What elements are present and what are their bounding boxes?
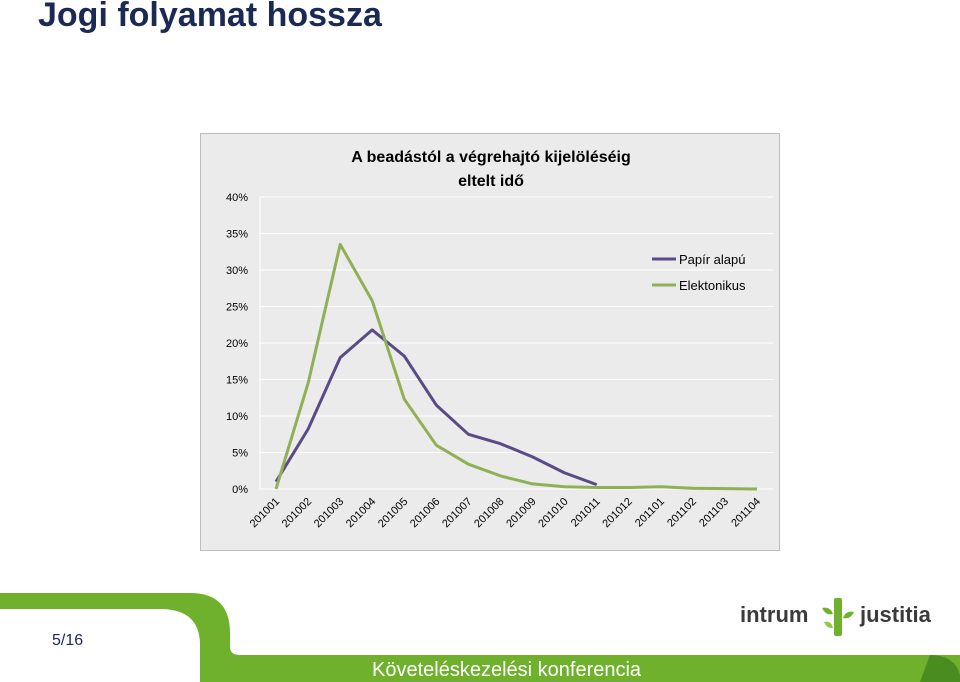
x-tick-label: 201104 <box>729 496 763 530</box>
x-tick-label: 201002 <box>280 496 314 530</box>
y-tick-labels: 0% 5% 10% 15% 20% 25% 30% 35% 40% <box>226 192 248 496</box>
line-chart: 0%5%10%15%20%25%30%35%40% 20100120100220… <box>226 149 773 530</box>
y-tick-label: 5% <box>232 448 248 460</box>
x-tick-label: 201101 <box>633 496 667 530</box>
y-tick-label: 35% <box>226 229 248 241</box>
slide-title: Jogi folyamat hossza <box>38 0 382 34</box>
y-tick-label: 30% <box>226 265 248 277</box>
x-tick-label: 201010 <box>536 496 570 530</box>
x-tick-label: 201103 <box>697 496 731 530</box>
gridlines <box>259 196 773 490</box>
footer-band <box>0 593 960 682</box>
footer-dark-curve <box>920 655 960 682</box>
x-tick-label: 201009 <box>504 496 538 530</box>
x-tick-label: 201102 <box>665 496 699 530</box>
chart-title-line-1: A beadástól a végrehajtó kijelöléséig <box>351 149 631 166</box>
series-line-elektronikus <box>274 242 758 491</box>
y-tick-label: 20% <box>226 338 248 350</box>
conference-name: Követeléskezelési konferencia <box>372 659 642 681</box>
y-tick-label: 0% <box>232 484 248 496</box>
x-tick-label: 201006 <box>408 496 442 530</box>
y-tick-label: 25% <box>226 302 248 314</box>
legend-label-papir: Papír alapú <box>679 252 746 267</box>
x-tick-label: 201007 <box>440 496 474 530</box>
x-tick-label: 201004 <box>344 496 378 530</box>
x-tick-label: 201001 <box>248 496 282 530</box>
x-tick-label: 201005 <box>376 496 410 530</box>
x-tick-label: 201012 <box>600 496 634 530</box>
x-tick-label: 201011 <box>569 496 603 530</box>
y-tick-label: 40% <box>226 192 248 204</box>
series-lines <box>274 242 758 491</box>
page-number: 5/16 <box>52 632 84 649</box>
legend: Papír alapú Elektonikus <box>652 252 746 293</box>
intrum-justitia-logo: intrum justitia <box>740 598 931 642</box>
logo-text-intrum: intrum <box>740 602 809 627</box>
x-tick-label: 201008 <box>472 496 506 530</box>
x-tick-labels: 2010012010022010032010042010052010062010… <box>248 496 763 530</box>
x-tick-label: 201003 <box>312 496 346 530</box>
y-tick-label: 10% <box>226 411 248 423</box>
chart-title-line-2: eltelt idő <box>458 173 524 190</box>
legend-label-elektronikus: Elektonikus <box>679 278 746 293</box>
footer-white-panel <box>0 609 200 682</box>
logo-leaf-icon <box>822 598 854 636</box>
footer-green-tab <box>0 593 960 682</box>
logo-text-justitia: justitia <box>860 602 931 627</box>
series-line-papir <box>274 328 598 487</box>
y-tick-label: 15% <box>226 375 248 387</box>
chart-area: 0% 5% 10% 15% 20% 25% 30% 35% 40% 201001 201002 20… <box>200 133 780 551</box>
